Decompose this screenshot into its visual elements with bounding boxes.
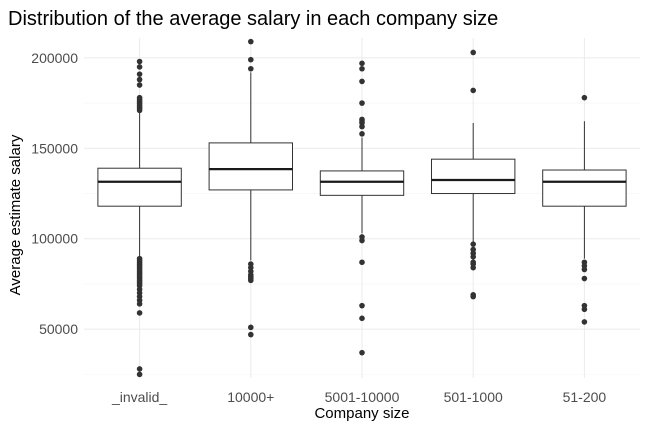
y-axis-title: Average estimate salary	[7, 134, 24, 295]
outlier-point	[359, 60, 365, 67]
outlier-point	[581, 275, 588, 282]
outlier-point	[470, 241, 477, 247]
x-tick-label: 10000+	[227, 389, 274, 405]
y-tick-label: 150000	[31, 140, 78, 156]
x-tick-label: 501-1000	[444, 389, 503, 405]
outlier-point	[136, 82, 143, 88]
outlier-point	[136, 71, 143, 77]
x-tick-label: 5001-10000	[325, 389, 400, 405]
box-iqr	[431, 158, 516, 195]
box-_invalid_	[97, 58, 182, 378]
outlier-point	[470, 264, 477, 271]
outlier-point	[359, 315, 365, 322]
outlier-point	[136, 64, 143, 70]
outlier-point	[359, 259, 365, 266]
outlier-point	[581, 266, 588, 273]
outlier-point	[359, 349, 365, 356]
y-tick-label: 100000	[31, 231, 78, 247]
chart-title: Distribution of the average salary in ea…	[8, 8, 498, 30]
outlier-point	[136, 107, 143, 114]
box-5001-10000	[319, 60, 405, 356]
boxes	[97, 38, 627, 378]
x-tick-label: 51-200	[563, 389, 607, 405]
outlier-point	[359, 302, 365, 309]
box-iqr	[319, 170, 405, 196]
outlier-point	[581, 94, 588, 101]
outlier-point	[248, 277, 254, 284]
outlier-point	[136, 58, 143, 65]
y-tick-label: 200000	[31, 50, 78, 66]
outlier-point	[470, 254, 477, 260]
box-501-1000	[431, 49, 516, 300]
outlier-point	[248, 65, 254, 72]
outlier-point	[359, 131, 365, 137]
outlier-point	[581, 319, 588, 325]
outlier-point	[470, 49, 477, 56]
box-iqr	[97, 167, 182, 207]
outlier-point	[248, 324, 254, 331]
outlier-point	[136, 310, 143, 316]
outlier-point	[581, 306, 588, 313]
outlier-point	[359, 65, 365, 72]
outlier-point	[248, 331, 254, 338]
x-axis-title: Company size	[314, 405, 409, 422]
box-iqr	[542, 169, 627, 207]
box-10000+	[208, 38, 294, 338]
outlier-point	[136, 366, 143, 372]
outlier-point	[248, 56, 254, 63]
box-51-200	[542, 94, 627, 325]
x-tick-label: _invalid_	[111, 389, 167, 405]
outlier-point	[359, 100, 365, 106]
y-tick-label: 50000	[39, 321, 78, 337]
outlier-point	[136, 76, 143, 83]
box-iqr	[208, 142, 294, 191]
outlier-point	[136, 371, 143, 378]
y-tick-labels: 50000 100000 150000 200000	[31, 50, 78, 337]
outlier-point	[359, 78, 365, 85]
x-tick-labels: _invalid_ 10000+ 5001-10000 501-1000 51-200	[111, 389, 606, 405]
outlier-point	[136, 301, 143, 307]
outlier-point	[359, 123, 365, 130]
outlier-point	[470, 293, 477, 300]
outlier-point	[470, 87, 477, 94]
outlier-point	[359, 237, 365, 244]
outlier-point	[248, 38, 254, 45]
